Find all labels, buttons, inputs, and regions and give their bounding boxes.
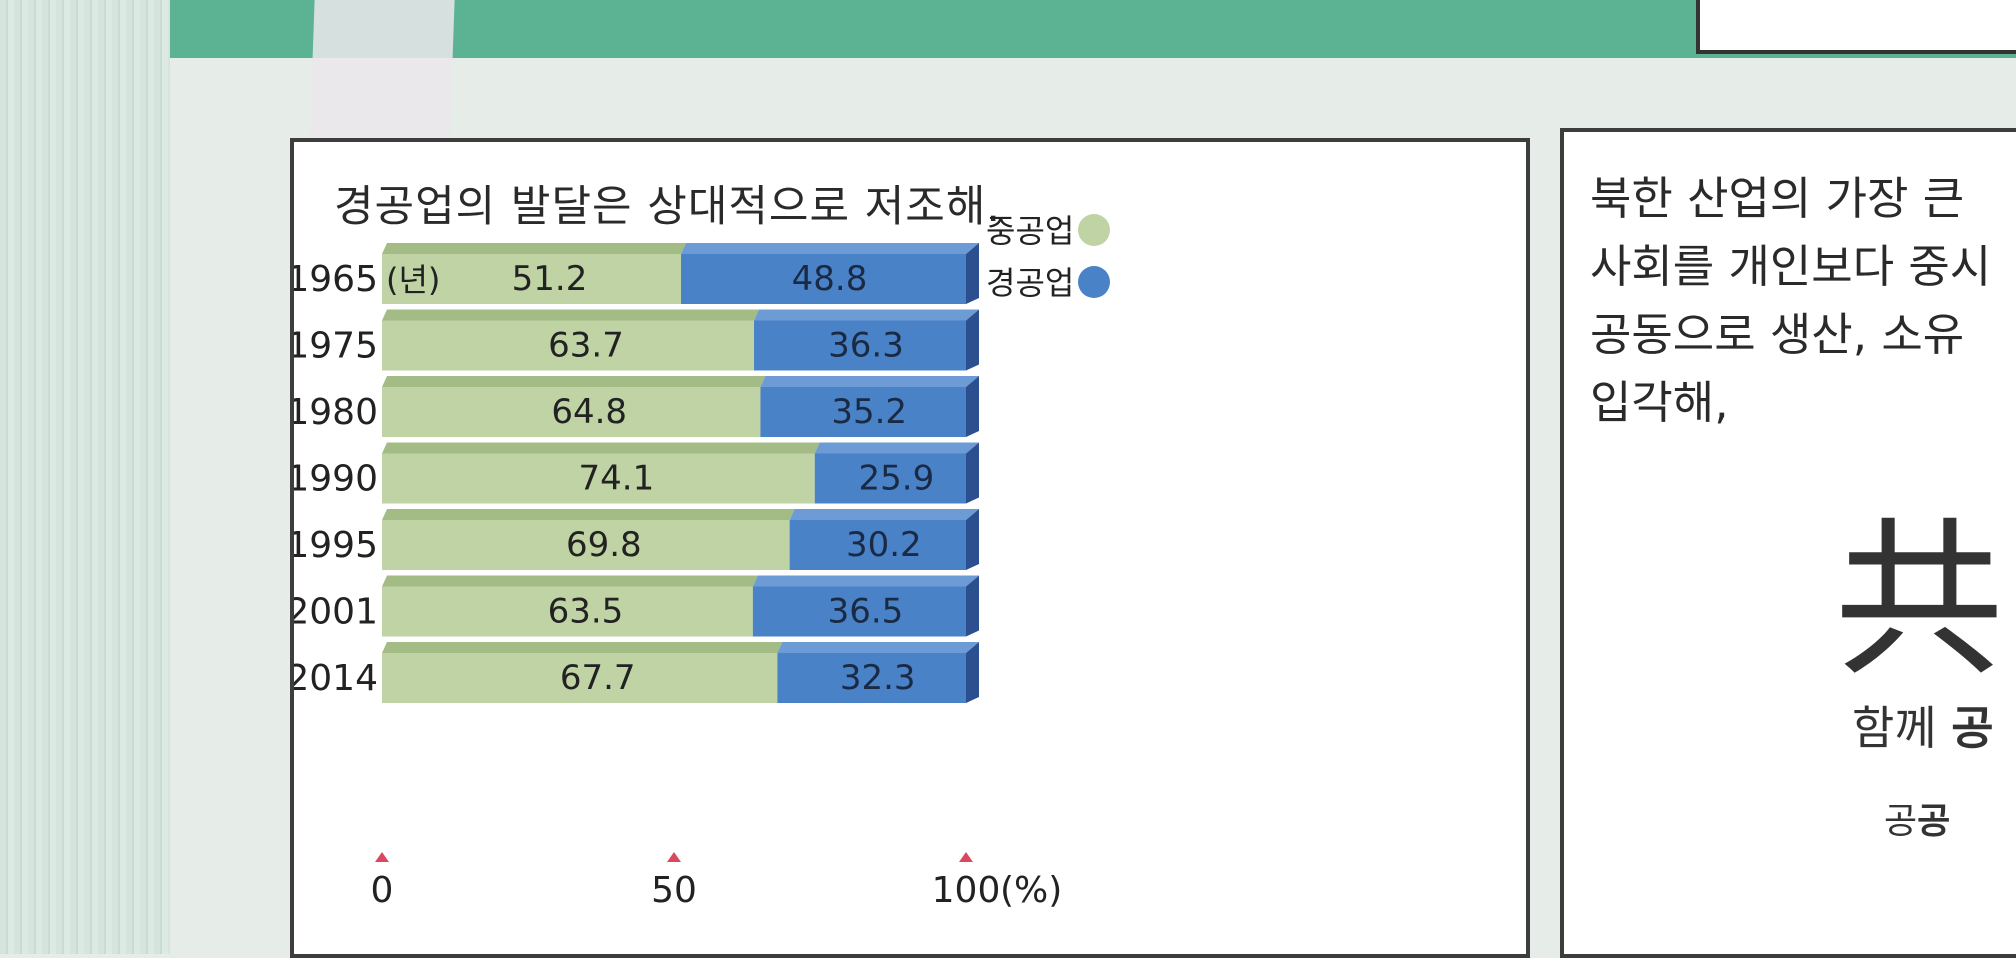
text-line-2: 사회를 개인보다 중시 [1590, 240, 1992, 293]
heavy-bar-top-2001 [382, 575, 758, 587]
light-value-label-1965: 48.8 [792, 259, 868, 299]
heavy-bar-top-1965 [382, 243, 687, 254]
year-label-1990: 1990 [294, 459, 378, 500]
heavy-industry-bar-2014 [382, 653, 778, 703]
heavy-value-label-1975: 63.7 [548, 326, 624, 366]
year-label-1980: 1980 [294, 392, 378, 433]
heavy-industry-bar-1980 [382, 387, 761, 437]
light-industry-bar-1990 [814, 453, 966, 504]
light-bar-top-1995 [789, 509, 979, 520]
light-value-label-2014: 32.3 [840, 658, 916, 698]
light-bar-top-1975 [754, 309, 979, 321]
heavy-bar-top-1975 [382, 309, 760, 321]
light-value-label-1980: 35.2 [831, 392, 907, 432]
chart-panel: 경공업의 발달은 상대적으로 저조해. 51.2 48.8 1965 63.7 36.3… [290, 138, 1530, 958]
light-industry-bar-1980 [760, 387, 966, 437]
tick-marker-50 [667, 852, 681, 862]
light-bar-top-1980 [760, 376, 979, 387]
text-line-4: 입각해, [1590, 376, 1729, 429]
heavy-bar-top-1990 [382, 442, 820, 454]
bar-side-1965 [966, 243, 979, 304]
light-bar-top-1990 [814, 442, 979, 454]
heavy-industry-bar-1965 [382, 254, 682, 304]
legend-label-1: 경공업 [986, 264, 1074, 302]
light-bar-top-1965 [681, 243, 979, 254]
heavy-value-label-1980: 64.8 [551, 392, 627, 432]
reading-plain-text: 공 [1884, 801, 1918, 842]
top-right-frame [1696, 0, 2016, 54]
hanja-character: 共 [1834, 502, 2005, 700]
x-tick-label-0: 0 [371, 870, 394, 911]
tape-strip [309, 0, 455, 150]
reading-bold-text: 공 [1917, 801, 1951, 842]
legend-label-0: 중공업 [986, 212, 1074, 250]
light-industry-bar-1965 [681, 254, 966, 304]
legend-swatch-1 [1078, 266, 1110, 298]
year-label-1965: 1965 [294, 259, 378, 300]
year-label-2001: 2001 [294, 592, 378, 633]
caption-bold-text: 공 [1951, 701, 1994, 755]
bar-side-2014 [966, 642, 979, 703]
light-bar-top-2014 [777, 642, 979, 653]
tick-marker-0 [375, 852, 389, 862]
caption-plain-text: 함께 [1852, 701, 1952, 755]
bar-side-1990 [966, 442, 979, 504]
light-value-label-1995: 30.2 [846, 525, 922, 565]
page-edge-stack [0, 0, 170, 954]
heavy-value-label-1990: 74.1 [579, 459, 655, 499]
text-panel: 북한 산업의 가장 큰 사회를 개인보다 중시 공동으로 생산, 소유 입각해,… [1560, 128, 2016, 958]
light-bar-top-2001 [752, 575, 979, 587]
x-axis-unit: (%) [1000, 870, 1062, 911]
heavy-value-label-2001: 63.5 [548, 592, 624, 632]
year-label-2014: 2014 [294, 658, 378, 699]
heavy-industry-bar-1975 [382, 320, 755, 371]
heavy-industry-bar-1990 [382, 453, 815, 504]
x-tick-label-100: 100 [932, 870, 1001, 911]
light-industry-bar-2014 [777, 653, 966, 703]
heavy-industry-bar-2001 [382, 586, 753, 637]
heavy-bar-top-1980 [382, 376, 766, 387]
heavy-bar-top-2014 [382, 642, 783, 653]
text-line-1: 북한 산업의 가장 큰 [1590, 172, 1965, 225]
legend-swatch-0 [1078, 214, 1110, 246]
heavy-bar-top-1995 [382, 509, 795, 520]
heavy-value-label-1965: 51.2 [512, 259, 588, 299]
heavy-value-label-2014: 67.7 [560, 658, 636, 698]
light-value-label-1975: 36.3 [828, 326, 904, 366]
bar-side-1995 [966, 509, 979, 570]
text-line-3: 공동으로 생산, 소유 [1590, 308, 1965, 361]
light-value-label-1990: 25.9 [859, 459, 935, 499]
chart-title: 경공업의 발달은 상대적으로 저조해. [334, 182, 1002, 232]
year-label-1975: 1975 [294, 326, 378, 367]
light-value-label-2001: 36.5 [828, 592, 904, 632]
light-industry-bar-1975 [754, 320, 966, 371]
bar-side-1975 [966, 309, 979, 371]
year-label-1995: 1995 [294, 525, 378, 566]
heavy-industry-bar-1995 [382, 520, 790, 570]
stacked-bar-chart: 51.2 48.8 1965 63.7 36.3 1975 64.8 35.2 1980 74.1… [294, 212, 1110, 911]
bar-side-1980 [966, 376, 979, 437]
bar-side-2001 [966, 575, 979, 637]
hanja-reading-caption: 공공 [1884, 792, 1950, 844]
light-industry-bar-1995 [789, 520, 966, 570]
x-tick-label-50: 50 [651, 870, 697, 911]
hanja-meaning-caption: 함께 공 [1852, 692, 1994, 758]
light-industry-bar-2001 [752, 586, 966, 637]
heavy-value-label-1995: 69.8 [566, 525, 642, 565]
year-unit-label: (년) [386, 261, 440, 299]
tick-marker-100 [959, 852, 973, 862]
